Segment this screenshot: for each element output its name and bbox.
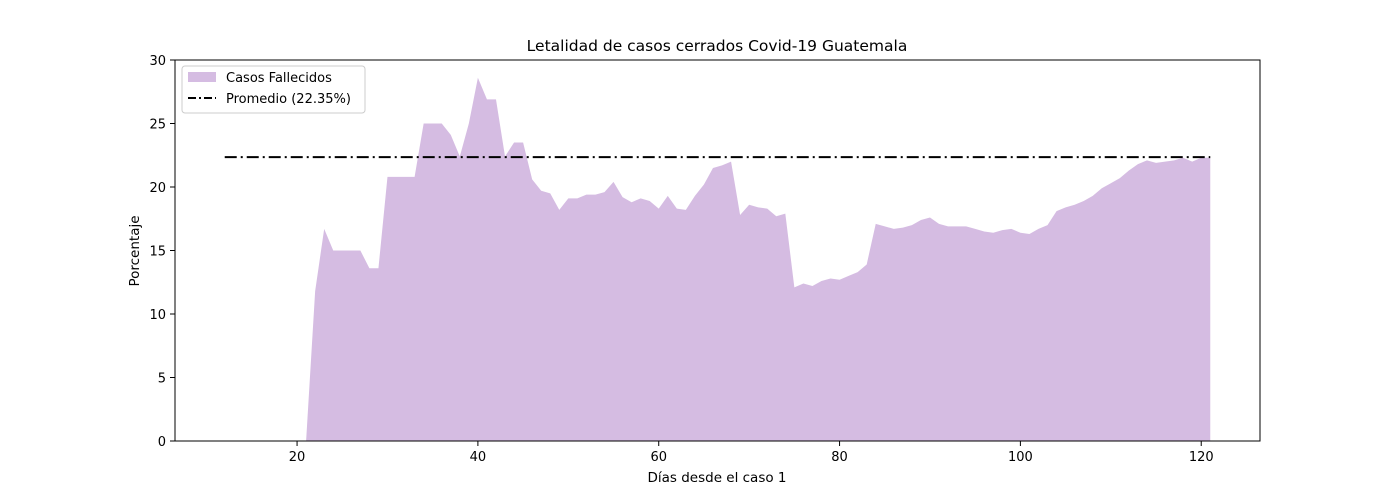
x-tick-label: 40: [470, 450, 487, 465]
x-tick-label: 20: [289, 450, 306, 465]
plot-area: [224, 77, 1211, 441]
area-series-fallecidos: [306, 77, 1211, 441]
legend-swatch-area: [188, 72, 216, 82]
y-tick-label: 25: [149, 118, 166, 133]
x-tick-label: 120: [1189, 450, 1214, 465]
y-tick-label: 20: [149, 181, 166, 196]
y-tick-label: 15: [149, 245, 166, 260]
legend-label-line: Promedio (22.35%): [226, 92, 351, 107]
y-axis-title: Porcentaje: [127, 215, 143, 286]
x-tick-label: 80: [831, 450, 848, 465]
legend: Casos Fallecidos Promedio (22.35%): [181, 65, 366, 114]
x-axis-title: Días desde el caso 1: [647, 470, 786, 486]
y-tick-label: 5: [158, 372, 166, 387]
legend-label-area: Casos Fallecidos: [226, 71, 332, 86]
legend-box: [181, 65, 366, 114]
chart-title: Letalidad de casos cerrados Covid-19 Gua…: [527, 37, 908, 55]
x-tick-label: 100: [1008, 450, 1033, 465]
y-tick-label: 0: [158, 435, 166, 450]
y-tick-label: 30: [149, 54, 166, 69]
axes: 20 40 60 80 100 120 0 5 10 15 20 25 30: [149, 54, 1261, 465]
x-tick-label: 60: [650, 450, 667, 465]
y-tick-label: 10: [149, 308, 166, 323]
